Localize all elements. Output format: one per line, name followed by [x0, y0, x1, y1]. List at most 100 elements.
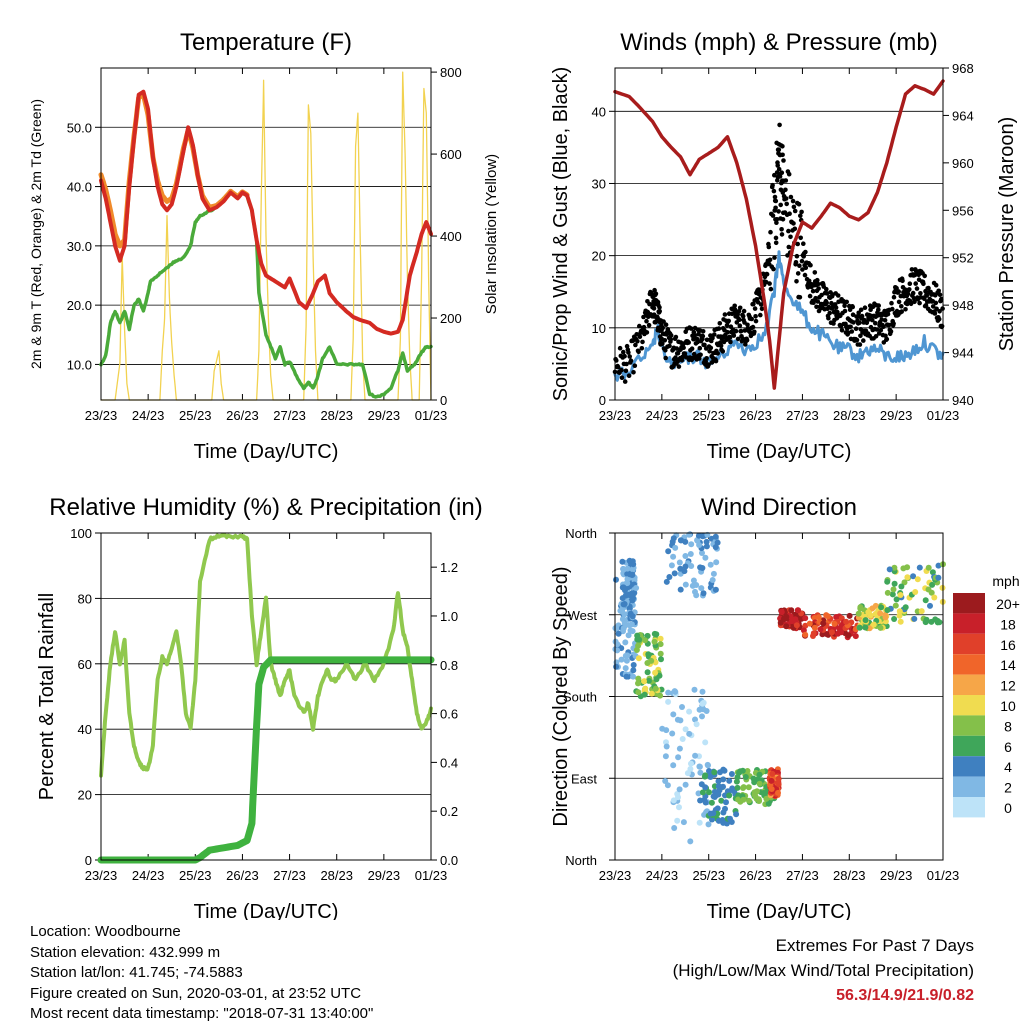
gust-point [727, 335, 733, 340]
direction-point [657, 650, 664, 657]
direction-point [680, 819, 687, 826]
legend-label: 6 [1004, 739, 1012, 755]
direction-point [651, 638, 658, 645]
gust-point [884, 336, 890, 342]
gust-point [634, 332, 639, 337]
legend-swatch [953, 776, 985, 797]
direction-point [896, 608, 903, 615]
humidity-xtick-label: 23/23 [85, 868, 118, 883]
gust-point [753, 314, 758, 319]
gust-point [854, 337, 860, 343]
winds-border [614, 67, 944, 401]
gust-point [712, 332, 717, 337]
gust-point [752, 306, 758, 311]
gust-point [700, 329, 706, 334]
direction-ytick-label: North [565, 853, 597, 868]
gust-point [663, 322, 669, 328]
winds-xtick-label: 29/23 [880, 408, 913, 423]
gust-point [824, 300, 829, 306]
gust-point [735, 336, 741, 342]
direction-point [705, 821, 712, 828]
direction-point [645, 651, 652, 658]
gust-point [784, 201, 789, 207]
gust-point [628, 358, 634, 364]
direction-point [696, 819, 703, 826]
temperature-xtick-label: 23/23 [85, 408, 118, 423]
gust-point [791, 221, 796, 226]
direction-point [710, 570, 717, 577]
gust-point [777, 122, 782, 128]
gust-point [794, 253, 800, 259]
gust-point [850, 304, 855, 310]
legend-swatch [953, 654, 985, 675]
gust-point [717, 321, 723, 326]
direction-point [682, 563, 689, 570]
gust-point [826, 315, 831, 321]
direction-point [922, 597, 929, 604]
gust-point [622, 353, 627, 359]
gust-point [894, 285, 899, 291]
gust-point [767, 281, 772, 286]
gust-point [874, 327, 880, 332]
direction-point [788, 607, 795, 614]
gust-point [622, 379, 628, 384]
direction-point [820, 620, 827, 627]
direction-point [620, 625, 627, 632]
direction-point [665, 698, 672, 705]
direction-point [756, 780, 763, 787]
direction-point [686, 708, 693, 715]
direction-point [740, 785, 746, 791]
direction-point [613, 576, 619, 583]
gust-point [660, 325, 665, 331]
direction-point [672, 544, 679, 551]
direction-point [870, 621, 877, 628]
gust-point [813, 295, 818, 301]
gust-point [794, 279, 799, 284]
direction-point [898, 583, 905, 590]
direction-point [846, 612, 853, 619]
gust-point [624, 361, 629, 367]
gust-point [619, 367, 624, 373]
pressure-line [613, 79, 945, 390]
direction-point [823, 631, 830, 637]
direction-point [623, 657, 630, 664]
direction-point [625, 591, 632, 598]
direction-point [663, 727, 670, 734]
direction-point [695, 532, 702, 539]
gust-point [889, 300, 894, 306]
gust-point [788, 194, 794, 200]
gust-point [768, 286, 774, 292]
gust-point [632, 363, 638, 369]
direction-point [635, 642, 642, 649]
gust-point [799, 209, 804, 215]
direction-point [665, 689, 672, 696]
direction-point [621, 601, 628, 607]
direction-point [630, 673, 637, 680]
legend-label: 14 [1000, 657, 1016, 673]
direction-point [696, 763, 703, 770]
humidity-xtick-label: 24/23 [132, 868, 165, 883]
gust-point [759, 306, 765, 312]
direction-point [867, 612, 874, 619]
gust-point [772, 255, 777, 260]
gust-point [936, 288, 941, 294]
direction-point [877, 610, 884, 617]
direction-point [896, 612, 903, 619]
direction-point [615, 630, 622, 637]
winds-xtick-label: 28/23 [833, 408, 866, 423]
direction-point [645, 677, 652, 684]
gust-point [891, 321, 896, 326]
latlon-text: Station lat/lon: 41.745; -74.5883 [30, 964, 243, 981]
gust-point [688, 326, 694, 331]
direction-point [763, 795, 770, 802]
gust-point [706, 362, 711, 367]
gust-point [697, 356, 702, 361]
humidity-title: Relative Humidity (%) & Precipitation (i… [49, 494, 482, 521]
direction-point [676, 804, 682, 811]
temp-9m-line [98, 92, 250, 249]
direction-point [629, 566, 636, 573]
legend-label: 8 [1004, 718, 1012, 734]
gust-point [676, 364, 682, 369]
humidity-ylabel: Percent & Total Rainfall [36, 593, 58, 801]
humidity-ytick-label: 80 [78, 591, 92, 606]
